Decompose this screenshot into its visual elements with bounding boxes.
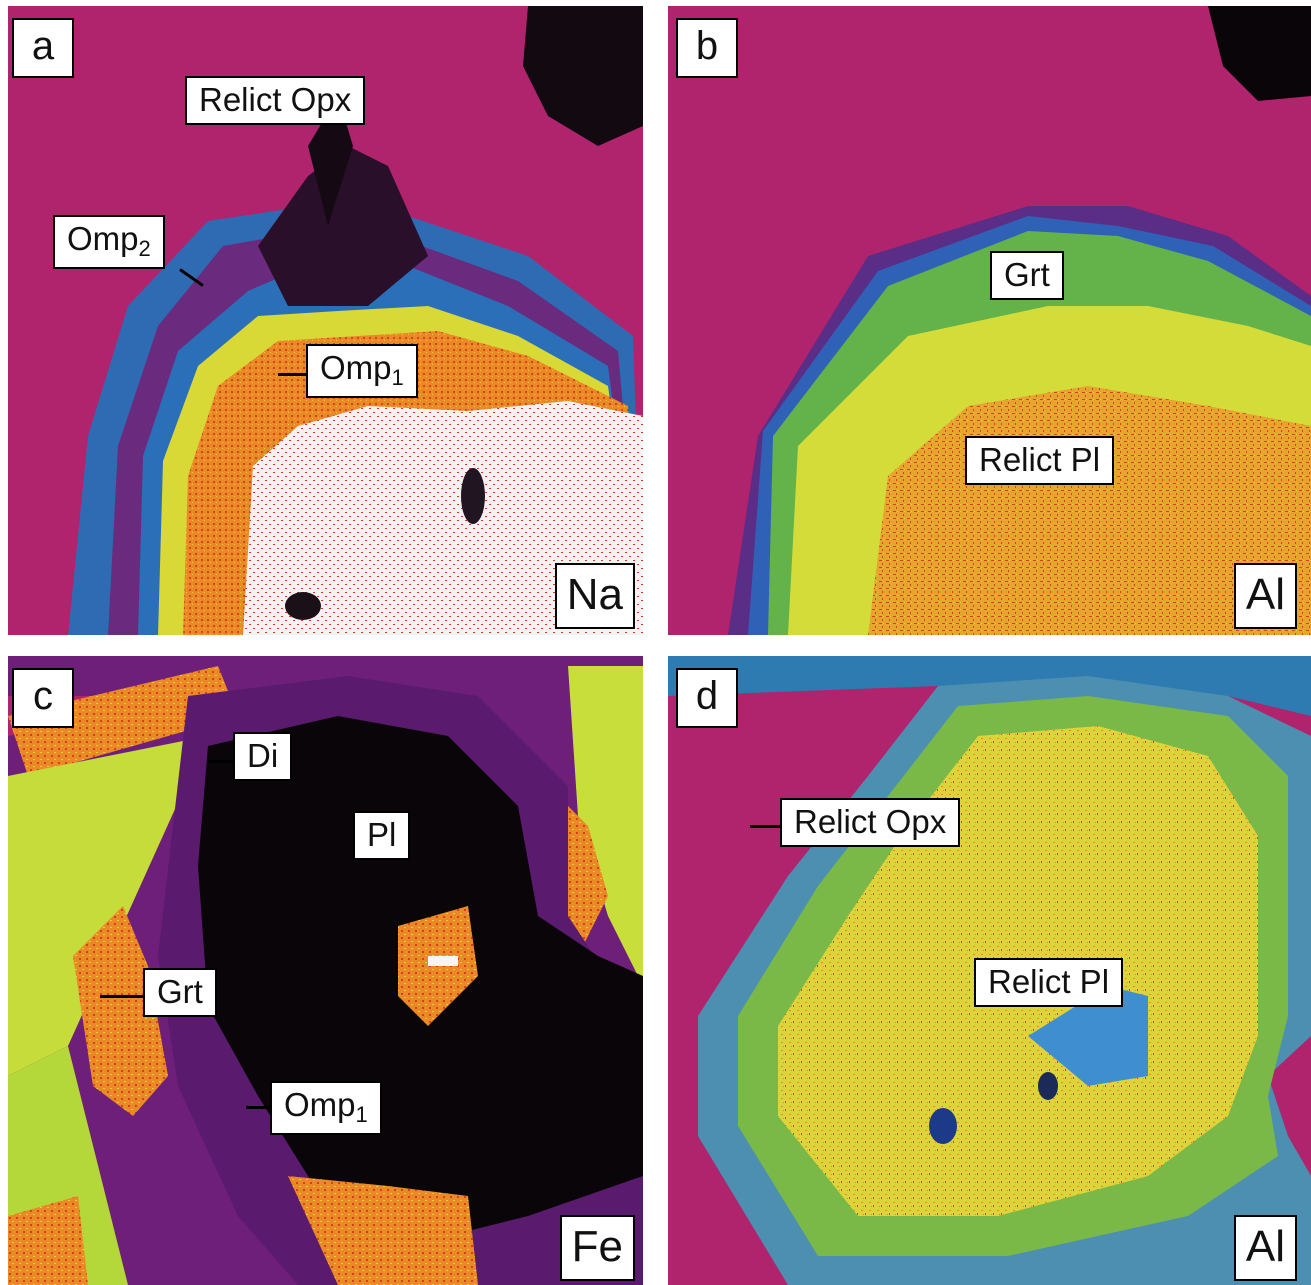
label-relict-opx-d: Relict Opx bbox=[780, 798, 961, 847]
leader-omp1-a bbox=[278, 373, 306, 376]
label-di: Di bbox=[233, 732, 293, 781]
leader-omp1-c bbox=[246, 1106, 270, 1109]
label-relict-pl-d: Relict Pl bbox=[974, 958, 1124, 1007]
panel-letter-a: a bbox=[12, 18, 74, 78]
label-pl: Pl bbox=[353, 811, 411, 860]
panel-b-map bbox=[668, 6, 1311, 635]
panel-d: d Relict Opx Relict Pl Al bbox=[668, 656, 1311, 1285]
leader-grt-c bbox=[100, 995, 143, 998]
label-omp1: Omp1 bbox=[306, 344, 418, 398]
element-label-na: Na bbox=[554, 563, 635, 629]
element-label-fe: Fe bbox=[559, 1215, 635, 1281]
panel-a: a Relict Opx Omp2 Omp1 Na bbox=[8, 6, 643, 635]
leader-relict-opx-d bbox=[750, 825, 780, 828]
label-omp1-base: Omp bbox=[320, 349, 392, 386]
panel-letter-b: b bbox=[676, 18, 738, 78]
panel-b: b Grt Relict Pl Al bbox=[668, 6, 1311, 635]
label-omp2-sub: 2 bbox=[138, 236, 151, 261]
label-omp1-c: Omp1 bbox=[270, 1081, 382, 1135]
label-omp1-sub: 1 bbox=[391, 365, 404, 390]
leader-di bbox=[208, 760, 233, 763]
label-omp1-c-sub: 1 bbox=[355, 1102, 368, 1127]
label-grt-c: Grt bbox=[143, 968, 217, 1017]
label-relict-pl-b: Relict Pl bbox=[965, 436, 1115, 485]
panel-letter-d: d bbox=[676, 668, 738, 728]
label-grt-b: Grt bbox=[990, 251, 1064, 300]
label-omp2: Omp2 bbox=[53, 215, 165, 269]
element-label-al-d: Al bbox=[1233, 1215, 1297, 1281]
panel-letter-c: c bbox=[12, 668, 74, 728]
label-omp2-base: Omp bbox=[67, 220, 139, 257]
element-label-al-b: Al bbox=[1233, 563, 1297, 629]
panel-c-map bbox=[8, 656, 643, 1285]
panel-a-map bbox=[8, 6, 643, 635]
label-omp1-c-base: Omp bbox=[284, 1086, 356, 1123]
label-relict-opx: Relict Opx bbox=[185, 76, 366, 125]
panel-c: c Di Pl Grt Omp1 Fe bbox=[8, 656, 643, 1285]
